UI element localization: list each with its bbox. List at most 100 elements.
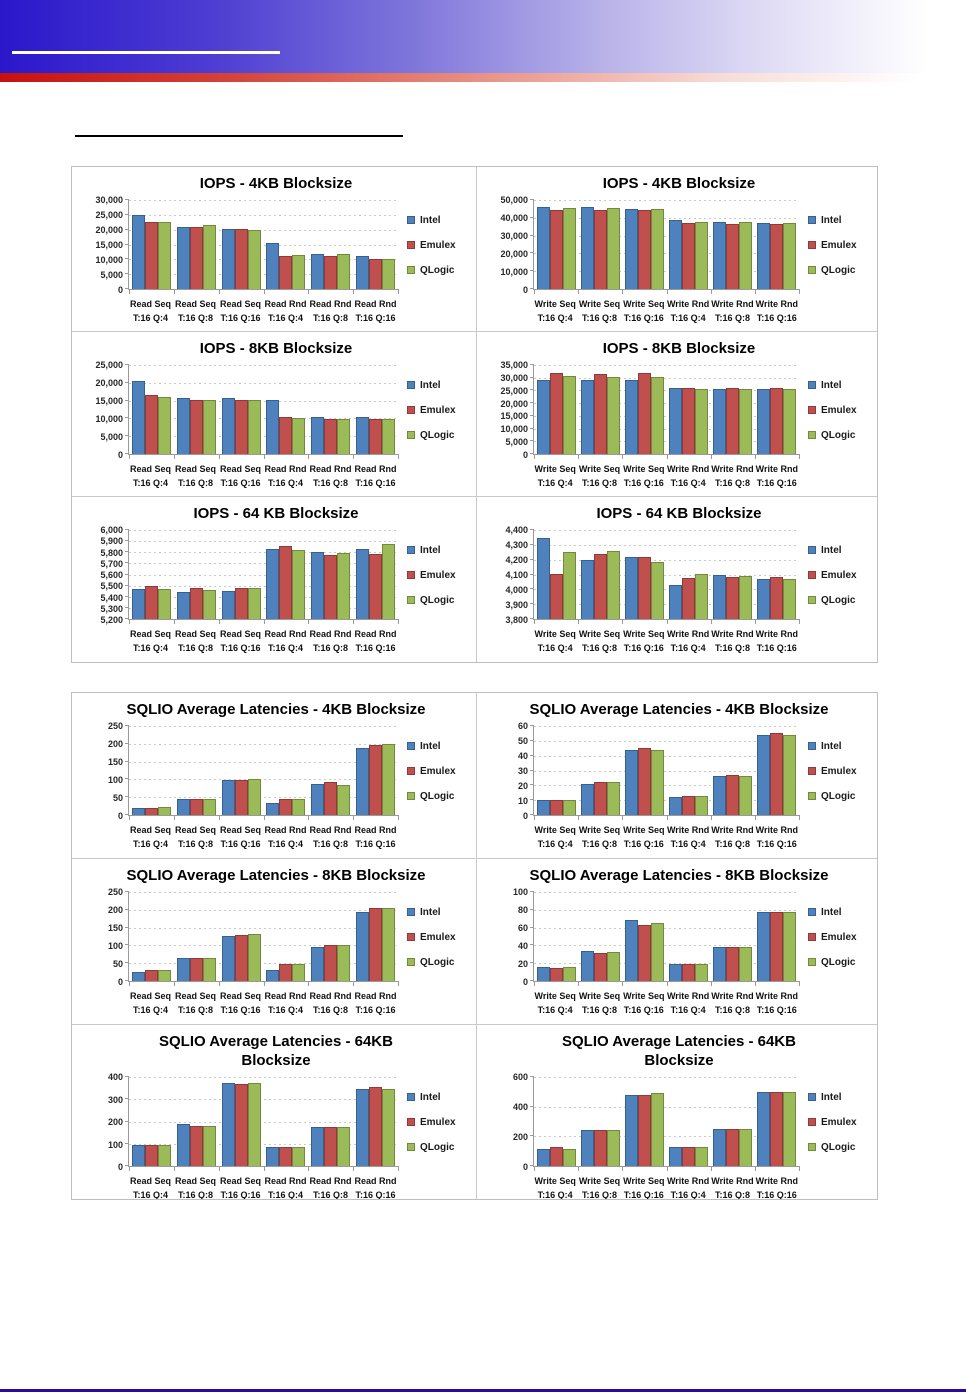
x-axis-label: Read Rnd T:16 Q:4 (263, 297, 308, 325)
x-axis-label: Read Seq T:16 Q:8 (173, 627, 218, 655)
legend-item: Intel (407, 907, 472, 918)
x-axis-tick (578, 981, 580, 986)
gridline (534, 755, 799, 757)
legend-swatch-qlogic (808, 596, 816, 604)
bar-emulex (770, 224, 784, 289)
x-axis-labels: Read Seq T:16 Q:4 Read Seq T:16 Q:8 Read Seq… (128, 989, 398, 1017)
x-axis-tick (799, 619, 800, 624)
y-axis-tick (125, 562, 129, 564)
bar-group (263, 892, 308, 981)
gridline (534, 726, 799, 727)
x-axis-label: Write Seq T:16 Q:16 (622, 1174, 666, 1199)
y-axis-tick-label: 0 (522, 450, 528, 460)
gridline (129, 400, 398, 402)
bar-qlogic (337, 1126, 351, 1166)
category-name: Read Rnd (264, 464, 307, 474)
iops-charts-panel: IOPS - 4KB Blocksize 0 5,000 10,000 15,000 20… (71, 166, 878, 663)
x-axis-label: Read Rnd T:16 Q:4 (263, 462, 308, 490)
gridline (534, 403, 799, 405)
y-axis-tick-label: 60 (517, 721, 528, 731)
chart-title: SQLIO Average Latencies - 4KB Blocksize (529, 701, 829, 718)
legend: Intel Emulex QLogic (398, 1077, 472, 1167)
bar-qlogic (292, 799, 306, 815)
y-axis-tick-label: 10,000 (500, 424, 528, 435)
y-axis-tick-label: 15,000 (95, 396, 123, 406)
category-params: T:16 Q:16 (355, 1190, 396, 1199)
bar-intel (580, 380, 594, 454)
category-params: T:16 Q:16 (355, 313, 396, 323)
bar-intel (266, 549, 280, 619)
x-axis-tick (622, 815, 624, 820)
x-axis-label: Write Rnd T:16 Q:8 (710, 462, 754, 490)
y-axis-tick-label: 10,000 (95, 255, 123, 266)
bars-row (129, 1077, 398, 1166)
bar-qlogic (695, 964, 709, 981)
x-axis-tick (710, 815, 712, 820)
x-axis-tick (173, 454, 175, 459)
x-axis-labels: Read Seq T:16 Q:4 Read Seq T:16 Q:8 Read Seq… (128, 297, 398, 325)
y-axis: 0 20 40 60 80 100 (485, 887, 533, 987)
x-axis-label: Read Rnd T:16 Q:8 (308, 627, 353, 655)
gridline (534, 271, 799, 273)
bar-qlogic (650, 749, 664, 815)
bar-group (219, 530, 264, 619)
bar-intel (311, 552, 325, 619)
y-axis-tick (125, 453, 129, 454)
category-name: Read Seq (129, 1176, 171, 1186)
category-params: T:16 Q:16 (355, 643, 396, 653)
x-axis-label: Write Seq T:16 Q:4 (533, 627, 577, 655)
bar-intel (757, 223, 771, 289)
category-params: T:16 Q:8 (177, 478, 213, 488)
bar-intel (131, 588, 145, 619)
y-axis-tick (125, 381, 129, 383)
bar-emulex (144, 1145, 158, 1166)
y-axis-tick (125, 796, 129, 798)
legend-item: QLogic (808, 957, 873, 968)
y-axis-tick (125, 529, 129, 530)
gridline (129, 229, 398, 231)
x-axis-label: Write Rnd T:16 Q:8 (710, 297, 754, 325)
x-axis-tick (353, 815, 355, 820)
x-axis-tick (218, 619, 220, 624)
bar-emulex (637, 556, 651, 619)
bars-row (129, 365, 398, 454)
gridline (129, 365, 398, 366)
bar-qlogic (783, 734, 797, 815)
bar-intel (757, 734, 771, 815)
bar-emulex (189, 798, 203, 815)
legend-swatch-qlogic (407, 596, 415, 604)
x-axis-tick (578, 454, 580, 459)
y-axis-tick (530, 414, 534, 416)
bar-emulex (189, 399, 203, 454)
chart-body: 0 50 100 150 200 250 Read Seq T:16 Q:4 Read Seq T… (80, 887, 472, 1024)
x-axis-label: Write Seq T:16 Q:4 (533, 297, 577, 325)
legend-item: Emulex (407, 570, 472, 581)
bar-group (308, 530, 353, 619)
category-name: Write Seq (623, 629, 665, 639)
gridline (534, 800, 799, 802)
category-name: Write Seq (578, 464, 621, 474)
bar-intel (757, 578, 771, 619)
y-axis-tick-label: 100 (107, 775, 123, 785)
y-axis-tick-label: 5,000 (505, 437, 528, 448)
category-name: Write Seq (623, 299, 665, 309)
gridline (534, 235, 799, 237)
x-axis-tick (353, 454, 355, 459)
gridline (534, 200, 799, 201)
bar-qlogic (606, 550, 620, 619)
y-axis-tick-label: 20 (517, 959, 528, 969)
y-axis-tick (125, 760, 129, 762)
bar-emulex (189, 958, 203, 981)
x-axis-tick (173, 289, 175, 294)
category-name: Read Seq (174, 299, 216, 309)
bar-intel (669, 584, 683, 619)
category-params: T:16 Q:8 (714, 643, 750, 653)
bar-qlogic (337, 553, 351, 619)
y-axis-tick-label: 50,000 (500, 195, 528, 205)
y-axis-tick (530, 769, 534, 771)
x-axis-tick (754, 1166, 756, 1171)
gridline (534, 945, 799, 947)
category-name: Read Seq (219, 991, 261, 1001)
bar-group (578, 726, 622, 815)
